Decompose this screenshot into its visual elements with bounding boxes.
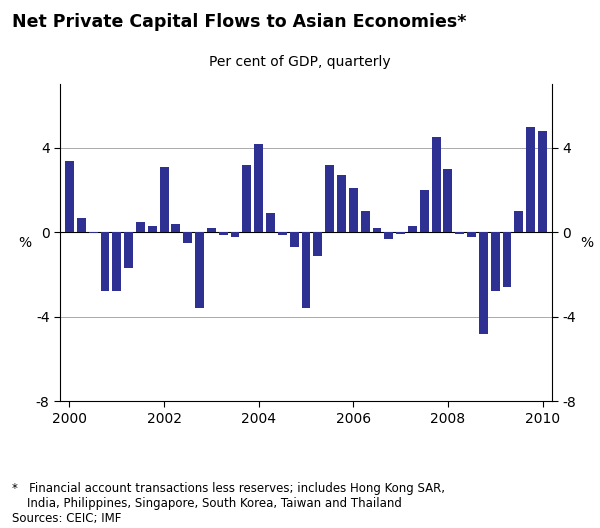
Bar: [385, 232, 393, 239]
Bar: [136, 222, 145, 232]
Bar: [230, 232, 239, 237]
Bar: [148, 226, 157, 232]
Bar: [526, 127, 535, 232]
Text: Per cent of GDP, quarterly: Per cent of GDP, quarterly: [209, 55, 391, 70]
Bar: [302, 232, 310, 308]
Bar: [443, 169, 452, 232]
Bar: [254, 144, 263, 232]
Bar: [160, 167, 169, 232]
Y-axis label: %: %: [18, 236, 31, 250]
Bar: [290, 232, 299, 247]
Bar: [337, 175, 346, 232]
Bar: [431, 137, 440, 232]
Bar: [183, 232, 192, 243]
Text: *   Financial account transactions less reserves; includes Hong Kong SAR,
    In: * Financial account transactions less re…: [12, 483, 445, 525]
Bar: [467, 232, 476, 237]
Bar: [514, 211, 523, 232]
Bar: [373, 228, 382, 232]
Bar: [266, 213, 275, 232]
Bar: [479, 232, 488, 334]
Bar: [313, 232, 322, 256]
Bar: [112, 232, 121, 291]
Text: Net Private Capital Flows to Asian Economies*: Net Private Capital Flows to Asian Econo…: [12, 13, 467, 31]
Bar: [325, 165, 334, 232]
Bar: [491, 232, 500, 291]
Bar: [361, 211, 370, 232]
Bar: [219, 232, 227, 235]
Bar: [278, 232, 287, 235]
Bar: [172, 224, 181, 232]
Bar: [195, 232, 204, 308]
Bar: [65, 161, 74, 232]
Bar: [124, 232, 133, 268]
Bar: [77, 218, 86, 232]
Bar: [242, 165, 251, 232]
Bar: [420, 190, 429, 232]
Bar: [396, 232, 405, 234]
Bar: [89, 232, 98, 233]
Bar: [408, 226, 417, 232]
Bar: [455, 232, 464, 234]
Bar: [538, 131, 547, 232]
Bar: [207, 228, 216, 232]
Bar: [503, 232, 511, 287]
Y-axis label: %: %: [581, 236, 594, 250]
Bar: [101, 232, 109, 291]
Bar: [349, 188, 358, 232]
